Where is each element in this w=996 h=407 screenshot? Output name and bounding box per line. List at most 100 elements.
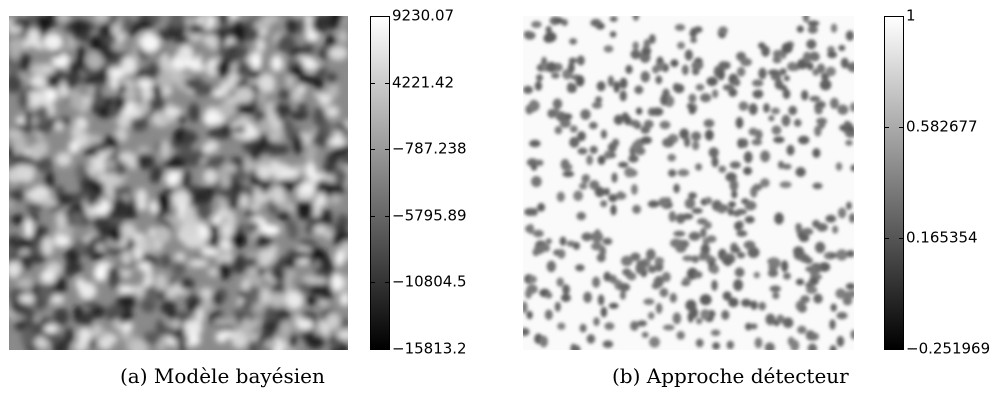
texture-blob: [130, 115, 149, 132]
texture-blob: [66, 261, 83, 274]
texture-blob: [146, 97, 167, 112]
texture-blob: [849, 213, 854, 223]
texture-blob: [285, 290, 304, 310]
texture-blob: [137, 261, 152, 271]
texture-blob: [114, 95, 127, 111]
texture-blob: [261, 145, 282, 156]
texture-blob: [188, 23, 205, 34]
texture-blob: [579, 323, 587, 333]
texture-blob: [336, 329, 348, 340]
texture-blob: [215, 59, 232, 78]
texture-blob: [27, 28, 41, 48]
texture-blob: [123, 109, 143, 118]
texture-blob: [573, 190, 583, 201]
texture-blob: [55, 276, 67, 295]
texture-blob: [793, 118, 802, 127]
texture-blob: [21, 327, 34, 347]
texture-blob: [597, 294, 605, 306]
texture-blob: [255, 38, 266, 53]
texture-blob: [286, 256, 295, 270]
texture-blob: [184, 58, 196, 69]
texture-blob: [523, 327, 530, 337]
texture-blob: [121, 250, 132, 266]
texture-blob: [302, 180, 311, 190]
texture-blob: [75, 277, 85, 290]
texture-blob: [303, 296, 320, 305]
texture-blob: [600, 306, 608, 318]
texture-blob: [201, 298, 214, 311]
texture-blob: [556, 191, 565, 202]
texture-blob: [849, 290, 854, 298]
texture-blob: [711, 89, 719, 99]
texture-blob: [155, 319, 168, 336]
texture-blob: [735, 117, 744, 129]
texture-blob: [782, 317, 794, 329]
texture-blob: [333, 143, 348, 158]
texture-blob: [193, 187, 213, 207]
texture-blob: [850, 164, 854, 172]
texture-blob: [264, 306, 277, 325]
texture-blob: [835, 162, 843, 171]
texture-blob: [695, 163, 703, 171]
texture-blob: [261, 224, 281, 236]
texture-blob: [230, 231, 248, 248]
texture-blob: [166, 285, 178, 300]
texture-blob: [105, 305, 125, 317]
texture-blob: [188, 103, 200, 123]
texture-blob: [544, 31, 557, 43]
texture-blob: [114, 128, 128, 142]
texture-blob: [610, 204, 617, 216]
texture-blob: [795, 224, 803, 234]
texture-blob: [23, 111, 34, 126]
texture-blob: [76, 163, 87, 182]
texture-blob: [9, 299, 23, 312]
texture-blob: [94, 205, 109, 215]
texture-blob: [752, 89, 764, 99]
texture-blob: [838, 44, 846, 52]
texture-blob: [531, 20, 542, 29]
texture-blob: [170, 68, 183, 81]
texture-blob: [544, 309, 553, 321]
texture-blob: [163, 106, 182, 117]
texture-blob: [618, 161, 629, 168]
texture-blob: [618, 282, 631, 292]
texture-blob: [314, 73, 324, 93]
texture-blob: [721, 310, 730, 320]
texture-blob: [781, 42, 793, 54]
texture-blob: [233, 125, 246, 134]
colorbar-tick: [385, 149, 390, 151]
texture-blob: [613, 114, 624, 126]
texture-blob: [768, 262, 778, 272]
texture-blob: [35, 105, 49, 122]
texture-blob: [551, 72, 560, 79]
texture-blob: [802, 51, 812, 64]
texture-blob: [254, 232, 273, 249]
texture-blob: [44, 324, 59, 333]
texture-blob: [257, 118, 272, 134]
texture-blob: [839, 124, 849, 132]
texture-blob: [86, 52, 103, 70]
texture-blob: [787, 61, 798, 72]
texture-blob: [339, 292, 348, 307]
texture-blob: [793, 246, 804, 257]
texture-blob: [121, 17, 133, 34]
texture-blob: [695, 83, 705, 91]
heatmap-bayesian-model: [9, 16, 348, 350]
texture-blob: [577, 147, 588, 155]
texture-blob: [744, 200, 757, 211]
texture-blob: [647, 200, 660, 208]
colorbar-bayesian-model: [370, 16, 390, 350]
texture-blob: [773, 55, 781, 64]
texture-blob: [668, 169, 677, 178]
texture-blob: [655, 261, 664, 272]
texture-blob: [673, 230, 686, 237]
texture-blob: [691, 207, 703, 214]
texture-blob: [798, 135, 810, 145]
texture-blob: [109, 75, 119, 91]
texture-blob: [761, 45, 770, 57]
texture-blob: [728, 201, 736, 208]
texture-blob: [226, 42, 240, 57]
texture-blob: [795, 278, 805, 286]
texture-blob: [67, 60, 81, 74]
texture-blob: [325, 183, 344, 197]
